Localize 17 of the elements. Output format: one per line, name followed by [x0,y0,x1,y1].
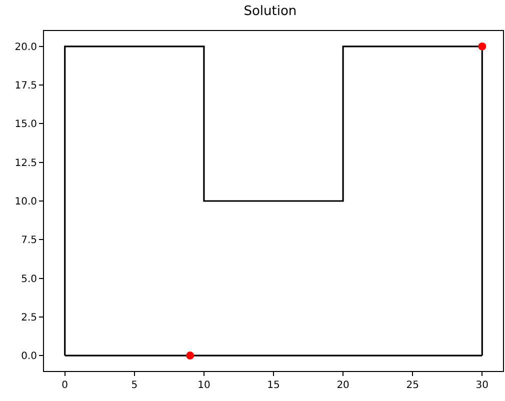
x-tick-label: 0 [62,380,68,391]
y-tick-label: 0.0 [21,351,37,362]
x-tick-label: 5 [131,380,138,391]
y-tick-label: 5.0 [21,274,37,285]
chart-title: Solution [244,4,297,20]
y-tick-label: 7.5 [21,235,37,246]
x-tick-label: 30 [476,380,489,391]
y-tick-label: 12.5 [14,158,37,169]
x-tick-label: 20 [336,380,350,391]
y-tick-label: 15.0 [14,119,37,130]
y-tick-label: 20.0 [14,42,37,53]
y-tick-label: 2.5 [21,312,37,324]
y-tick-label: 10.0 [14,196,37,208]
x-tick-label: 25 [406,380,419,391]
y-tick-label: 17.5 [14,80,37,92]
x-tick-label: 10 [198,380,210,391]
x-tick-label: 15 [267,380,280,391]
